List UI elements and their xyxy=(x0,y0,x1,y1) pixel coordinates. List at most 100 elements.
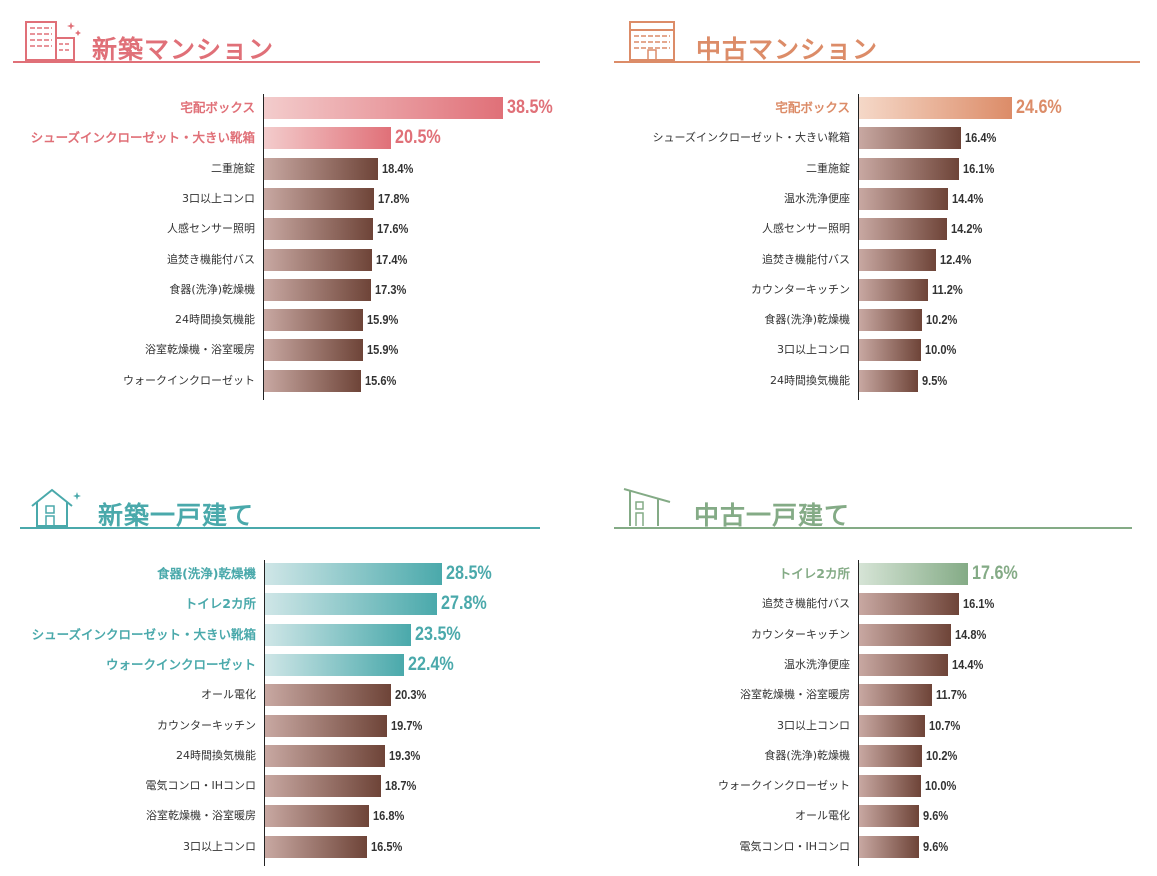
value-label: 12.4% xyxy=(939,251,972,267)
value-label: 38.5% xyxy=(506,97,553,118)
bar xyxy=(859,309,923,332)
bar xyxy=(859,775,921,798)
value-label: 14.4% xyxy=(952,656,984,672)
value-label: 17.6% xyxy=(972,563,1018,584)
value-label: 10.2% xyxy=(926,312,958,328)
chart-title: 中古一戸建て xyxy=(694,501,851,530)
bar xyxy=(859,714,926,737)
value-label: 16.8% xyxy=(373,808,405,824)
bar xyxy=(265,714,388,737)
bar xyxy=(859,653,949,676)
category-label: 電気コンロ・IHコンロ xyxy=(739,839,850,853)
value-label: 10.0% xyxy=(925,778,957,794)
bar xyxy=(859,744,923,767)
bar xyxy=(859,684,932,707)
bar xyxy=(265,623,411,646)
bar xyxy=(264,248,372,271)
category-label: 温水洗浄便座 xyxy=(784,657,850,671)
bar xyxy=(265,684,391,707)
category-label: オール電化 xyxy=(795,809,850,823)
header-underline xyxy=(13,61,540,63)
value-label: 16.1% xyxy=(962,596,995,612)
value-label: 10.2% xyxy=(926,747,958,763)
y-axis-line xyxy=(858,560,859,866)
value-label: 17.3% xyxy=(375,281,407,297)
value-label: 19.3% xyxy=(388,747,420,763)
category-label: 電気コンロ・IHコンロ xyxy=(145,779,256,793)
header-underline xyxy=(20,527,540,529)
bar xyxy=(264,97,503,119)
category-label: 浴室乾燥機・浴室暖房 xyxy=(740,688,850,702)
bar xyxy=(265,653,404,676)
category-label: カウンターキッチン xyxy=(751,627,850,641)
category-label: 二重施錠 xyxy=(806,161,850,175)
house-sparkle-icon xyxy=(30,486,88,532)
category-label: 浴室乾燥機・浴室暖房 xyxy=(145,343,255,357)
chart-title: 新築一戸建て xyxy=(98,501,255,530)
bar xyxy=(859,157,959,180)
value-label: 16.1% xyxy=(962,160,995,176)
value-label: 15.9% xyxy=(366,342,398,358)
value-label: 9.6% xyxy=(922,808,948,824)
category-label: 浴室乾燥機・浴室暖房 xyxy=(146,809,256,823)
chart-title: 中古マンション xyxy=(696,35,879,64)
bar xyxy=(859,835,919,858)
category-label: 食器(洗浄)乾燥機 xyxy=(764,748,850,762)
value-label: 11.2% xyxy=(932,281,964,297)
bar xyxy=(859,97,1012,119)
category-label: 3口以上コンロ xyxy=(777,343,850,357)
value-label: 16.5% xyxy=(371,838,403,854)
house-icon xyxy=(622,486,680,532)
category-label: 食器(洗浄)乾燥機 xyxy=(169,282,255,296)
category-label: シューズインクローゼット・大きい靴箱 xyxy=(31,626,256,642)
y-axis-line xyxy=(858,94,859,400)
category-label: ウォークインクローゼット xyxy=(718,779,850,793)
category-label: 食器(洗浄)乾燥機 xyxy=(764,313,850,327)
bar xyxy=(265,775,381,798)
bar xyxy=(859,805,919,828)
value-label: 18.7% xyxy=(384,778,417,794)
category-label: 3口以上コンロ xyxy=(777,718,850,732)
bar xyxy=(859,218,948,241)
bar xyxy=(859,278,929,301)
value-label: 17.8% xyxy=(378,190,410,206)
value-label: 19.7% xyxy=(391,717,423,733)
bar xyxy=(265,593,438,616)
bar xyxy=(859,248,936,271)
category-label: カウンターキッチン xyxy=(157,718,256,732)
value-label: 24.6% xyxy=(1015,97,1062,118)
header-underline xyxy=(614,61,1140,63)
category-label: カウンターキッチン xyxy=(751,282,850,296)
category-label: 24時間換気機能 xyxy=(175,313,255,327)
category-label: トイレ2カ所 xyxy=(184,596,256,612)
category-label: 3口以上コンロ xyxy=(183,839,256,853)
value-label: 9.6% xyxy=(922,838,948,854)
value-label: 17.6% xyxy=(377,221,409,237)
bar xyxy=(265,805,370,828)
category-label: 追焚き機能付バス xyxy=(167,252,255,266)
category-label: シューズインクローゼット・大きい靴箱 xyxy=(652,131,850,145)
category-label: ウォークインクローゼット xyxy=(105,656,256,672)
value-label: 18.4% xyxy=(382,160,414,176)
value-label: 14.2% xyxy=(951,221,983,237)
value-label: 15.6% xyxy=(364,372,397,388)
bar xyxy=(264,339,363,362)
value-label: 23.5% xyxy=(414,623,461,645)
value-label: 9.5% xyxy=(921,372,948,388)
value-label: 20.5% xyxy=(395,127,441,149)
apartment-building-sparkle-icon xyxy=(24,20,82,66)
chart-title: 新築マンション xyxy=(92,35,275,64)
bar xyxy=(859,339,921,362)
bar xyxy=(859,593,959,616)
header-underline xyxy=(614,527,1132,529)
category-label: 人感センサー照明 xyxy=(762,222,850,236)
bar xyxy=(859,563,969,585)
value-label: 28.5% xyxy=(445,563,492,584)
value-label: 11.7% xyxy=(935,687,967,703)
bar xyxy=(859,623,951,646)
value-label: 15.9% xyxy=(366,312,398,328)
bar xyxy=(859,369,918,392)
category-label: 温水洗浄便座 xyxy=(784,191,850,205)
category-label: ウォークインクローゼット xyxy=(123,373,255,387)
category-label: 宅配ボックス xyxy=(775,100,850,115)
